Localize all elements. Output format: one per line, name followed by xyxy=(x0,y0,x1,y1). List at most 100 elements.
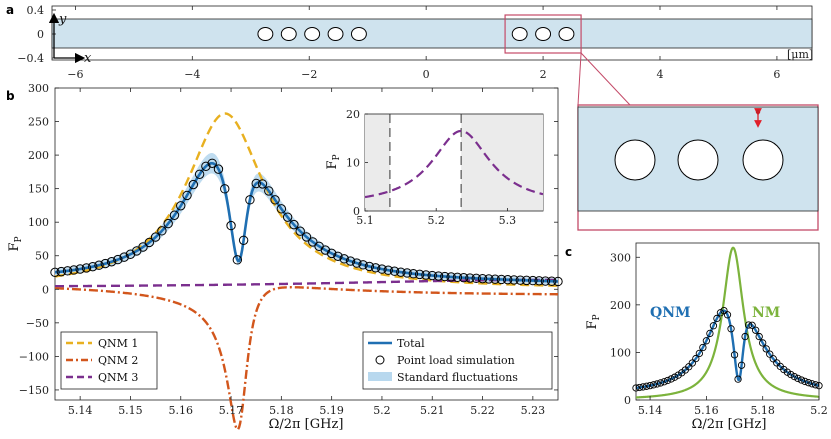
legend-points-label: Point load simulation xyxy=(397,354,515,367)
panel-a-x-tick-label: −4 xyxy=(184,68,200,81)
hole xyxy=(350,27,367,41)
data-point xyxy=(509,275,519,285)
legend-qnm3-label: QNM 3 xyxy=(98,371,138,384)
data-point xyxy=(270,195,280,205)
panel-b-y-tick-label: 50 xyxy=(35,250,49,263)
data-point xyxy=(75,264,85,274)
data-point xyxy=(458,273,469,283)
panel-c-x-tick-label: 5.18 xyxy=(750,404,775,417)
panel-c-data-point xyxy=(727,325,735,333)
hole xyxy=(280,27,297,41)
panel-b-x-tick-label: 5.19 xyxy=(319,404,344,417)
panel-c-data-point xyxy=(755,332,763,341)
panel-c-data-point xyxy=(730,351,739,359)
legend-left: QNM 1 QNM 2 QNM 3 xyxy=(60,331,158,390)
panel-c-series-qnm xyxy=(635,309,820,390)
data-point xyxy=(414,269,425,280)
zoom-hole xyxy=(614,139,656,181)
panel-b-y-tick-label: 0 xyxy=(42,283,49,296)
panel-a-x-tick-label: 2 xyxy=(540,68,547,81)
inset-y-tick-label: 20 xyxy=(346,108,360,121)
data-point xyxy=(182,190,192,201)
panel-c-data-point xyxy=(635,383,644,392)
panel-c-chart: 5.14 5.16 5.18 5.2 300 200 100 0 Ω/2π [GHz] FP… xyxy=(585,242,828,432)
panel-c-data-point xyxy=(660,378,668,386)
panel-a-unit: [μm] xyxy=(787,48,813,61)
legend-band-label: Standard fluctuations xyxy=(397,371,518,384)
data-point xyxy=(238,235,249,245)
panel-c-data-point xyxy=(734,375,742,383)
panel-c-data-point xyxy=(815,382,823,390)
data-point xyxy=(220,184,230,194)
zoom-hole xyxy=(742,139,784,181)
panel-c-data-point xyxy=(762,345,770,353)
panel-c-data-point xyxy=(664,376,672,385)
data-point xyxy=(56,266,66,277)
panel-b-x-tick-label: 5.17 xyxy=(219,404,244,417)
data-point xyxy=(226,220,236,231)
data-point xyxy=(144,237,155,248)
data-point xyxy=(232,255,243,265)
legend-right-box xyxy=(362,331,553,390)
panel-b-x-tick-label: 5.16 xyxy=(169,404,194,417)
data-point xyxy=(69,265,79,275)
panel-b-y-tick-label: −50 xyxy=(26,317,49,330)
data-point xyxy=(396,267,406,277)
panel-c-data-point xyxy=(639,383,647,391)
zoom-hole xyxy=(677,139,719,181)
panel-c-series-nm xyxy=(635,246,820,399)
panel-b-x-tick-label: 5.2 xyxy=(373,404,391,417)
data-point xyxy=(251,178,261,189)
data-point xyxy=(201,161,211,171)
data-point xyxy=(421,270,431,280)
waveguide-body xyxy=(51,18,813,49)
data-point xyxy=(477,273,488,284)
panel-c-data-point xyxy=(766,350,774,358)
panel-a-x-tick-label: 0 xyxy=(423,68,430,81)
data-point xyxy=(176,201,186,211)
data-point xyxy=(50,267,60,278)
data-point xyxy=(113,254,123,265)
panel-a-y-tick-label: −0.4 xyxy=(17,52,44,65)
data-point xyxy=(452,272,463,283)
data-point xyxy=(289,219,299,230)
panel-b-y-tick-label: 150 xyxy=(28,183,49,196)
panel-b-y-tick-label: 200 xyxy=(28,149,49,162)
point-load-marker xyxy=(755,109,761,115)
inset-y-tick-label: 0 xyxy=(353,205,360,218)
panel-c-y-tick-label: 300 xyxy=(610,251,631,264)
panel-b-x-tick-label: 5.18 xyxy=(269,404,294,417)
panel-a-x-tick-label: 6 xyxy=(773,68,780,81)
data-point xyxy=(157,226,167,236)
panel-c-x-tick-label: 5.2 xyxy=(810,404,828,417)
data-point xyxy=(308,237,318,247)
data-point xyxy=(88,261,98,272)
data-point xyxy=(188,179,199,190)
panel-b-xlabel: Ω/2π [GHz] xyxy=(269,417,344,432)
panel-a-x-tick-label: −2 xyxy=(301,68,317,81)
data-point xyxy=(521,275,532,286)
legend-qnm2-label: QNM 2 xyxy=(98,354,138,367)
data-point xyxy=(377,264,387,274)
panel-c-data-point xyxy=(642,382,651,390)
data-point xyxy=(213,164,224,174)
panel-c-data-point xyxy=(716,309,725,317)
data-point xyxy=(163,218,173,229)
data-point xyxy=(383,265,393,275)
data-point xyxy=(282,212,293,222)
data-point xyxy=(345,256,356,266)
data-point xyxy=(427,270,437,281)
data-point xyxy=(358,260,368,270)
hole xyxy=(304,27,321,41)
data-point xyxy=(352,258,362,268)
panel-c-data-point xyxy=(649,381,658,389)
panel-c-data-point xyxy=(787,370,795,379)
panel-c-ylabel: FP xyxy=(585,314,602,329)
panel-c-nm-label: NM xyxy=(752,305,780,321)
panel-c-data-point xyxy=(801,377,809,386)
panel-c-data-point xyxy=(737,361,746,369)
panel-c-data-point xyxy=(748,321,756,329)
panel-b-y-tick-label: −150 xyxy=(19,384,49,397)
data-point xyxy=(402,268,412,278)
